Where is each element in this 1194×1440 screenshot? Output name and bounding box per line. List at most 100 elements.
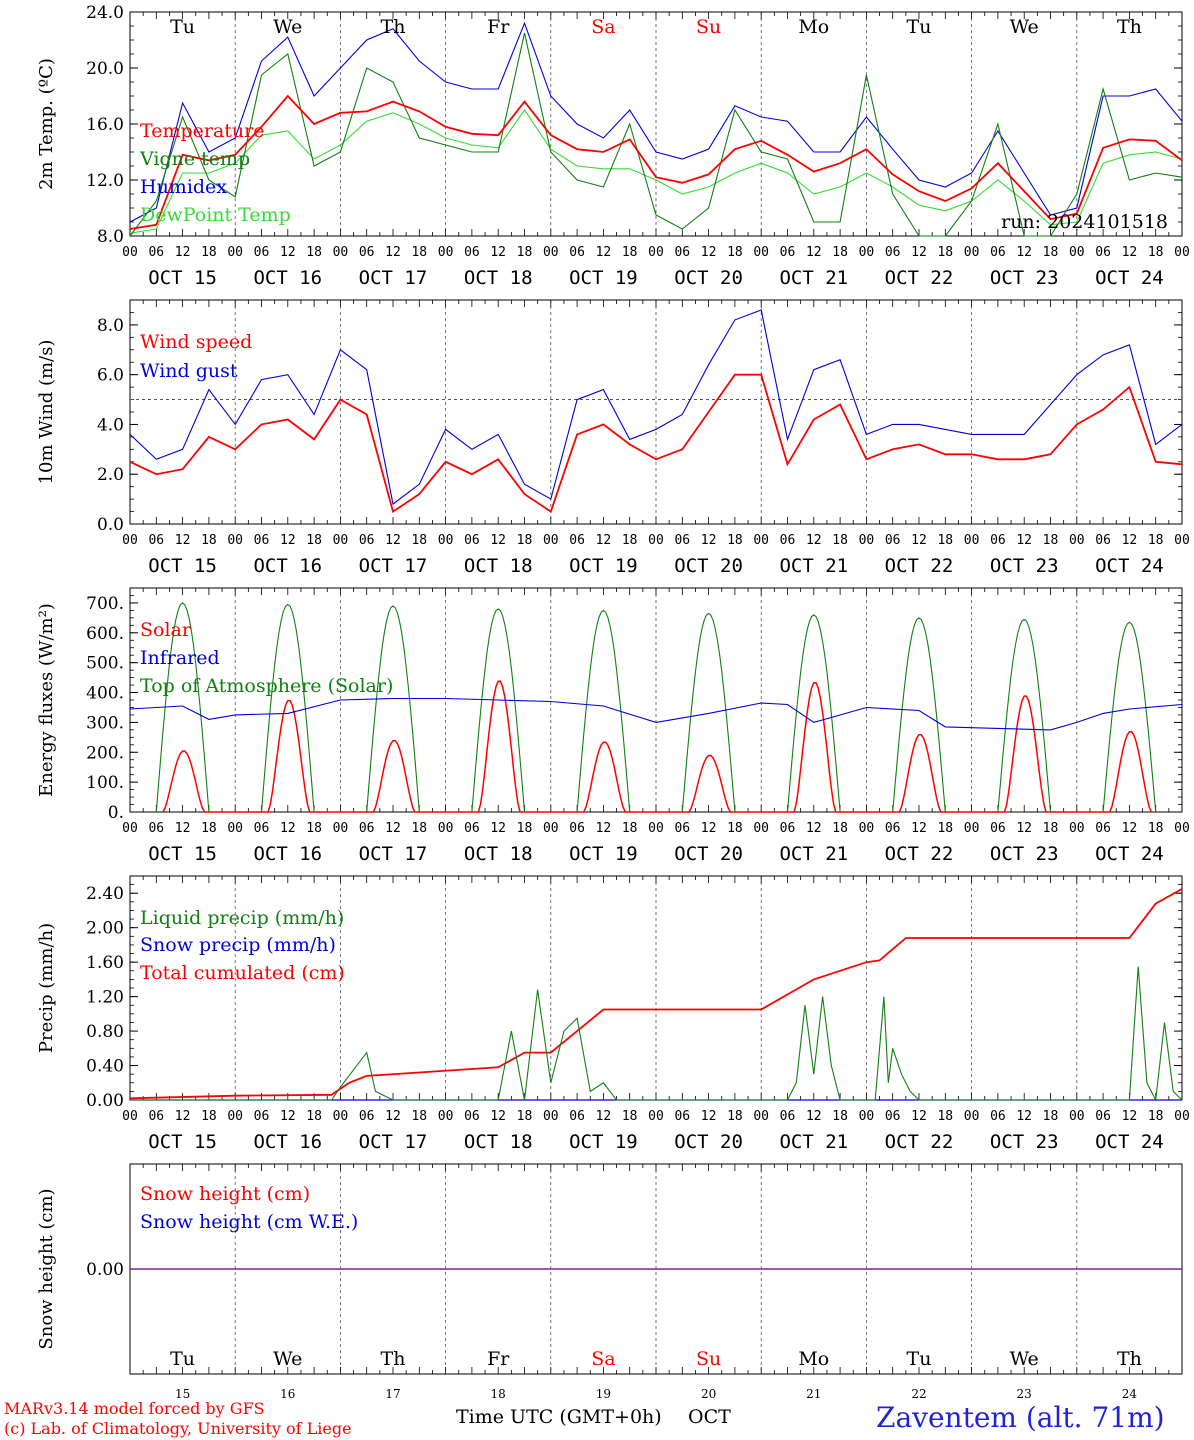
date-label: OCT 18: [464, 267, 533, 289]
date-label: OCT 15: [148, 1131, 217, 1153]
y-tick-label: 0.00: [86, 1091, 124, 1111]
hour-label: 00: [122, 245, 138, 260]
date-label: OCT 24: [1095, 843, 1164, 865]
hour-label: 18: [306, 1109, 322, 1124]
date-label: OCT 16: [253, 267, 322, 289]
hour-label: 06: [990, 1109, 1006, 1124]
hour-label: 12: [701, 1109, 717, 1124]
hour-label: 12: [490, 1109, 506, 1124]
legend-entry: Vigne temp: [139, 148, 250, 170]
hour-label: 06: [464, 1109, 480, 1124]
hour-label: 18: [201, 821, 217, 836]
month-label: OCT: [688, 1406, 731, 1428]
date-label: OCT 16: [253, 555, 322, 577]
date-label: OCT 19: [569, 267, 638, 289]
hour-label: 00: [648, 245, 664, 260]
hour-label: 00: [122, 533, 138, 548]
hour-label: 06: [1095, 821, 1111, 836]
day-number-label: 24: [1122, 1387, 1138, 1401]
hour-label: 06: [464, 821, 480, 836]
y-tick-label: 300.: [86, 713, 124, 733]
hour-label: 18: [1148, 533, 1164, 548]
hour-label: 12: [701, 245, 717, 260]
weekday-label: Su: [696, 16, 721, 38]
hour-label: 06: [885, 245, 901, 260]
weekday-label: Mo: [798, 1348, 829, 1370]
hour-label: 12: [596, 1109, 612, 1124]
hour-label: 12: [911, 821, 927, 836]
series-line-temperature: [129, 94, 1183, 230]
hour-label: 06: [990, 245, 1006, 260]
run-label: run: 2024101518: [1001, 211, 1168, 233]
hour-label: 12: [175, 1109, 191, 1124]
hour-label: 12: [1122, 1109, 1138, 1124]
hour-label: 18: [727, 245, 743, 260]
date-label: OCT 23: [990, 1131, 1059, 1153]
date-label: OCT 22: [885, 843, 954, 865]
hour-label: 12: [385, 821, 401, 836]
series-line-humidex: [129, 21, 1183, 223]
hour-label: 06: [1095, 1109, 1111, 1124]
hour-label: 12: [911, 245, 927, 260]
hour-label: 18: [1043, 533, 1059, 548]
weekday-label: We: [1010, 16, 1039, 38]
hour-label: 00: [122, 821, 138, 836]
panel-precip: 0.00 0.40 0.80 1.20 1.60 2.00 2.40 Precip (mm/h…: [36, 875, 1190, 1153]
weekday-label: Th: [1117, 16, 1142, 38]
hour-label: 00: [1069, 1109, 1085, 1124]
day-number-label: 19: [596, 1387, 611, 1401]
hour-label: 12: [701, 821, 717, 836]
hour-label: 18: [727, 821, 743, 836]
hour-label: 00: [227, 533, 243, 548]
hour-label: 18: [1148, 245, 1164, 260]
y-tick-label: 6.0: [97, 366, 124, 386]
legend-entry: Infrared: [140, 647, 220, 669]
hour-label: 18: [411, 1109, 427, 1124]
date-label: OCT 21: [779, 1131, 848, 1153]
hour-label: 12: [596, 245, 612, 260]
plot-frame: [129, 299, 1183, 525]
hour-label: 18: [937, 1109, 953, 1124]
y-tick-label: 100.: [86, 773, 124, 793]
hour-label: 18: [727, 1109, 743, 1124]
series-line-wind-gust: [129, 309, 1183, 506]
hour-label: 06: [148, 1109, 164, 1124]
hour-label: 00: [438, 821, 454, 836]
date-label: OCT 15: [148, 555, 217, 577]
y-tick-label: 12.0: [86, 171, 124, 191]
hour-label: 00: [1174, 821, 1190, 836]
hour-label: 12: [385, 1109, 401, 1124]
hour-label: 06: [254, 1109, 270, 1124]
series-line-wind-speed: [129, 373, 1183, 514]
hour-label: 12: [1122, 821, 1138, 836]
station-label: Zaventem (alt. 71m): [876, 1401, 1165, 1434]
date-label: OCT 18: [464, 1131, 533, 1153]
hour-label: 12: [1016, 821, 1032, 836]
hour-label: 00: [543, 245, 559, 260]
weekday-label: Fr: [487, 16, 510, 38]
y-tick-label: 2.40: [86, 884, 124, 904]
date-label: OCT 22: [885, 1131, 954, 1153]
hour-label: 00: [648, 533, 664, 548]
day-number-label: 15: [175, 1387, 190, 1401]
hour-label: 12: [1016, 533, 1032, 548]
y-tick-label: 400.: [86, 684, 124, 704]
hour-label: 12: [1016, 245, 1032, 260]
hour-label: 06: [464, 533, 480, 548]
date-label: OCT 19: [569, 1131, 638, 1153]
date-label: OCT 17: [359, 555, 428, 577]
hour-label: 00: [333, 245, 349, 260]
hour-label: 06: [674, 1109, 690, 1124]
hour-label: 06: [674, 821, 690, 836]
y-tick-label: 8.0: [97, 316, 124, 336]
hour-label: 18: [1043, 1109, 1059, 1124]
hour-label: 12: [385, 245, 401, 260]
day-number-label: 22: [911, 1387, 926, 1401]
panel-temp: 8.0 12.0 16.0 20.0 24.0 2m Temp. (ºC) 00 06 12 18…: [36, 3, 1190, 289]
series-line-dewpoint-temp: [129, 109, 1183, 234]
y-tick-label: 1.20: [86, 988, 124, 1008]
hour-label: 00: [543, 533, 559, 548]
legend-entry: DewPoint Temp: [140, 204, 291, 226]
hour-label: 06: [885, 821, 901, 836]
